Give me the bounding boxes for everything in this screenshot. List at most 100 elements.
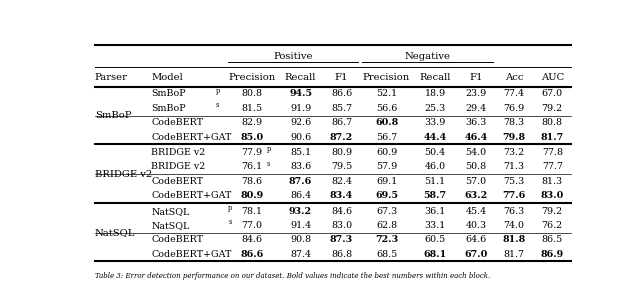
Text: 60.5: 60.5 (424, 235, 445, 244)
Text: 44.4: 44.4 (424, 133, 447, 141)
Text: 91.9: 91.9 (290, 104, 311, 113)
Text: 76.9: 76.9 (504, 104, 525, 113)
Text: 81.3: 81.3 (541, 177, 563, 186)
Text: SmBoP: SmBoP (95, 111, 131, 120)
Text: 57.9: 57.9 (376, 163, 397, 171)
Text: 86.6: 86.6 (331, 89, 352, 99)
Text: AUC: AUC (541, 73, 564, 82)
Text: 50.8: 50.8 (465, 163, 486, 171)
Text: CodeBERT+GAT: CodeBERT+GAT (152, 250, 232, 259)
Text: 76.3: 76.3 (504, 207, 525, 215)
Text: 74.0: 74.0 (504, 221, 525, 230)
Text: 86.9: 86.9 (541, 250, 564, 259)
Text: 81.5: 81.5 (241, 104, 262, 113)
Text: 80.9: 80.9 (241, 191, 264, 200)
Text: 90.6: 90.6 (290, 133, 311, 141)
Text: SmBoP: SmBoP (152, 104, 186, 113)
Text: 60.9: 60.9 (376, 148, 397, 157)
Text: 77.8: 77.8 (542, 148, 563, 157)
Text: 81.7: 81.7 (541, 133, 564, 141)
Text: 60.8: 60.8 (375, 118, 398, 127)
Text: 63.2: 63.2 (465, 191, 488, 200)
Text: 77.6: 77.6 (502, 191, 526, 200)
Text: 86.6: 86.6 (241, 250, 264, 259)
Text: s: s (228, 218, 232, 226)
Text: 84.6: 84.6 (241, 235, 262, 244)
Text: 83.0: 83.0 (541, 191, 564, 200)
Text: 67.0: 67.0 (465, 250, 488, 259)
Text: 67.0: 67.0 (541, 89, 563, 99)
Text: 82.9: 82.9 (241, 118, 262, 127)
Text: 77.7: 77.7 (542, 163, 563, 171)
Text: 69.5: 69.5 (375, 191, 398, 200)
Text: 83.6: 83.6 (290, 163, 311, 171)
Text: 80.9: 80.9 (331, 148, 352, 157)
Text: Acc: Acc (505, 73, 524, 82)
Text: BRIDGE v2: BRIDGE v2 (152, 163, 205, 171)
Text: 72.3: 72.3 (375, 235, 398, 244)
Text: 78.6: 78.6 (241, 177, 262, 186)
Text: 78.1: 78.1 (241, 207, 262, 215)
Text: 79.5: 79.5 (331, 163, 352, 171)
Text: CodeBERT: CodeBERT (152, 118, 204, 127)
Text: 85.0: 85.0 (241, 133, 264, 141)
Text: CodeBERT+GAT: CodeBERT+GAT (152, 133, 232, 141)
Text: 77.9: 77.9 (241, 148, 262, 157)
Text: Model: Model (152, 73, 183, 82)
Text: Recall: Recall (285, 73, 316, 82)
Text: 68.5: 68.5 (376, 250, 397, 259)
Text: 69.1: 69.1 (376, 177, 397, 186)
Text: 80.8: 80.8 (241, 89, 262, 99)
Text: 87.4: 87.4 (290, 250, 311, 259)
Text: 86.4: 86.4 (290, 191, 311, 200)
Text: 75.3: 75.3 (504, 177, 525, 186)
Text: NatSQL: NatSQL (152, 221, 190, 230)
Text: 46.0: 46.0 (424, 163, 445, 171)
Text: NatSQL: NatSQL (95, 228, 135, 237)
Text: 92.6: 92.6 (290, 118, 311, 127)
Text: 86.8: 86.8 (331, 250, 352, 259)
Text: 85.7: 85.7 (331, 104, 352, 113)
Text: CodeBERT: CodeBERT (152, 177, 204, 186)
Text: 86.5: 86.5 (541, 235, 563, 244)
Text: 73.2: 73.2 (504, 148, 525, 157)
Text: NatSQL: NatSQL (152, 207, 190, 215)
Text: 51.1: 51.1 (424, 177, 445, 186)
Text: Precision: Precision (363, 73, 410, 82)
Text: 50.4: 50.4 (424, 148, 445, 157)
Text: 56.7: 56.7 (376, 133, 397, 141)
Text: 36.3: 36.3 (465, 118, 487, 127)
Text: BRIDGE v2: BRIDGE v2 (152, 148, 205, 157)
Text: 91.4: 91.4 (290, 221, 311, 230)
Text: 57.0: 57.0 (465, 177, 486, 186)
Text: 85.1: 85.1 (290, 148, 311, 157)
Text: 68.1: 68.1 (424, 250, 447, 259)
Text: 81.8: 81.8 (502, 235, 526, 244)
Text: 45.4: 45.4 (465, 207, 486, 215)
Text: 36.1: 36.1 (424, 207, 445, 215)
Text: 54.0: 54.0 (465, 148, 486, 157)
Text: p: p (267, 145, 271, 153)
Text: 62.8: 62.8 (376, 221, 397, 230)
Text: F1: F1 (469, 73, 483, 82)
Text: Precision: Precision (228, 73, 276, 82)
Text: Table 3: Error detection performance on our dataset. Bold values indicate the be: Table 3: Error detection performance on … (95, 272, 490, 280)
Text: p: p (228, 204, 232, 212)
Text: 82.4: 82.4 (331, 177, 352, 186)
Text: F1: F1 (335, 73, 348, 82)
Text: 64.6: 64.6 (465, 235, 487, 244)
Text: 46.4: 46.4 (465, 133, 488, 141)
Text: 56.6: 56.6 (376, 104, 397, 113)
Text: CodeBERT+GAT: CodeBERT+GAT (152, 191, 232, 200)
Text: Parser: Parser (95, 73, 128, 82)
Text: 86.7: 86.7 (331, 118, 352, 127)
Text: 87.2: 87.2 (330, 133, 353, 141)
Text: 76.1: 76.1 (241, 163, 262, 171)
Text: 18.9: 18.9 (424, 89, 445, 99)
Text: 77.0: 77.0 (241, 221, 262, 230)
Text: p: p (216, 87, 220, 95)
Text: 94.5: 94.5 (289, 89, 312, 99)
Text: 83.4: 83.4 (330, 191, 353, 200)
Text: 81.7: 81.7 (504, 250, 525, 259)
Text: 84.6: 84.6 (331, 207, 352, 215)
